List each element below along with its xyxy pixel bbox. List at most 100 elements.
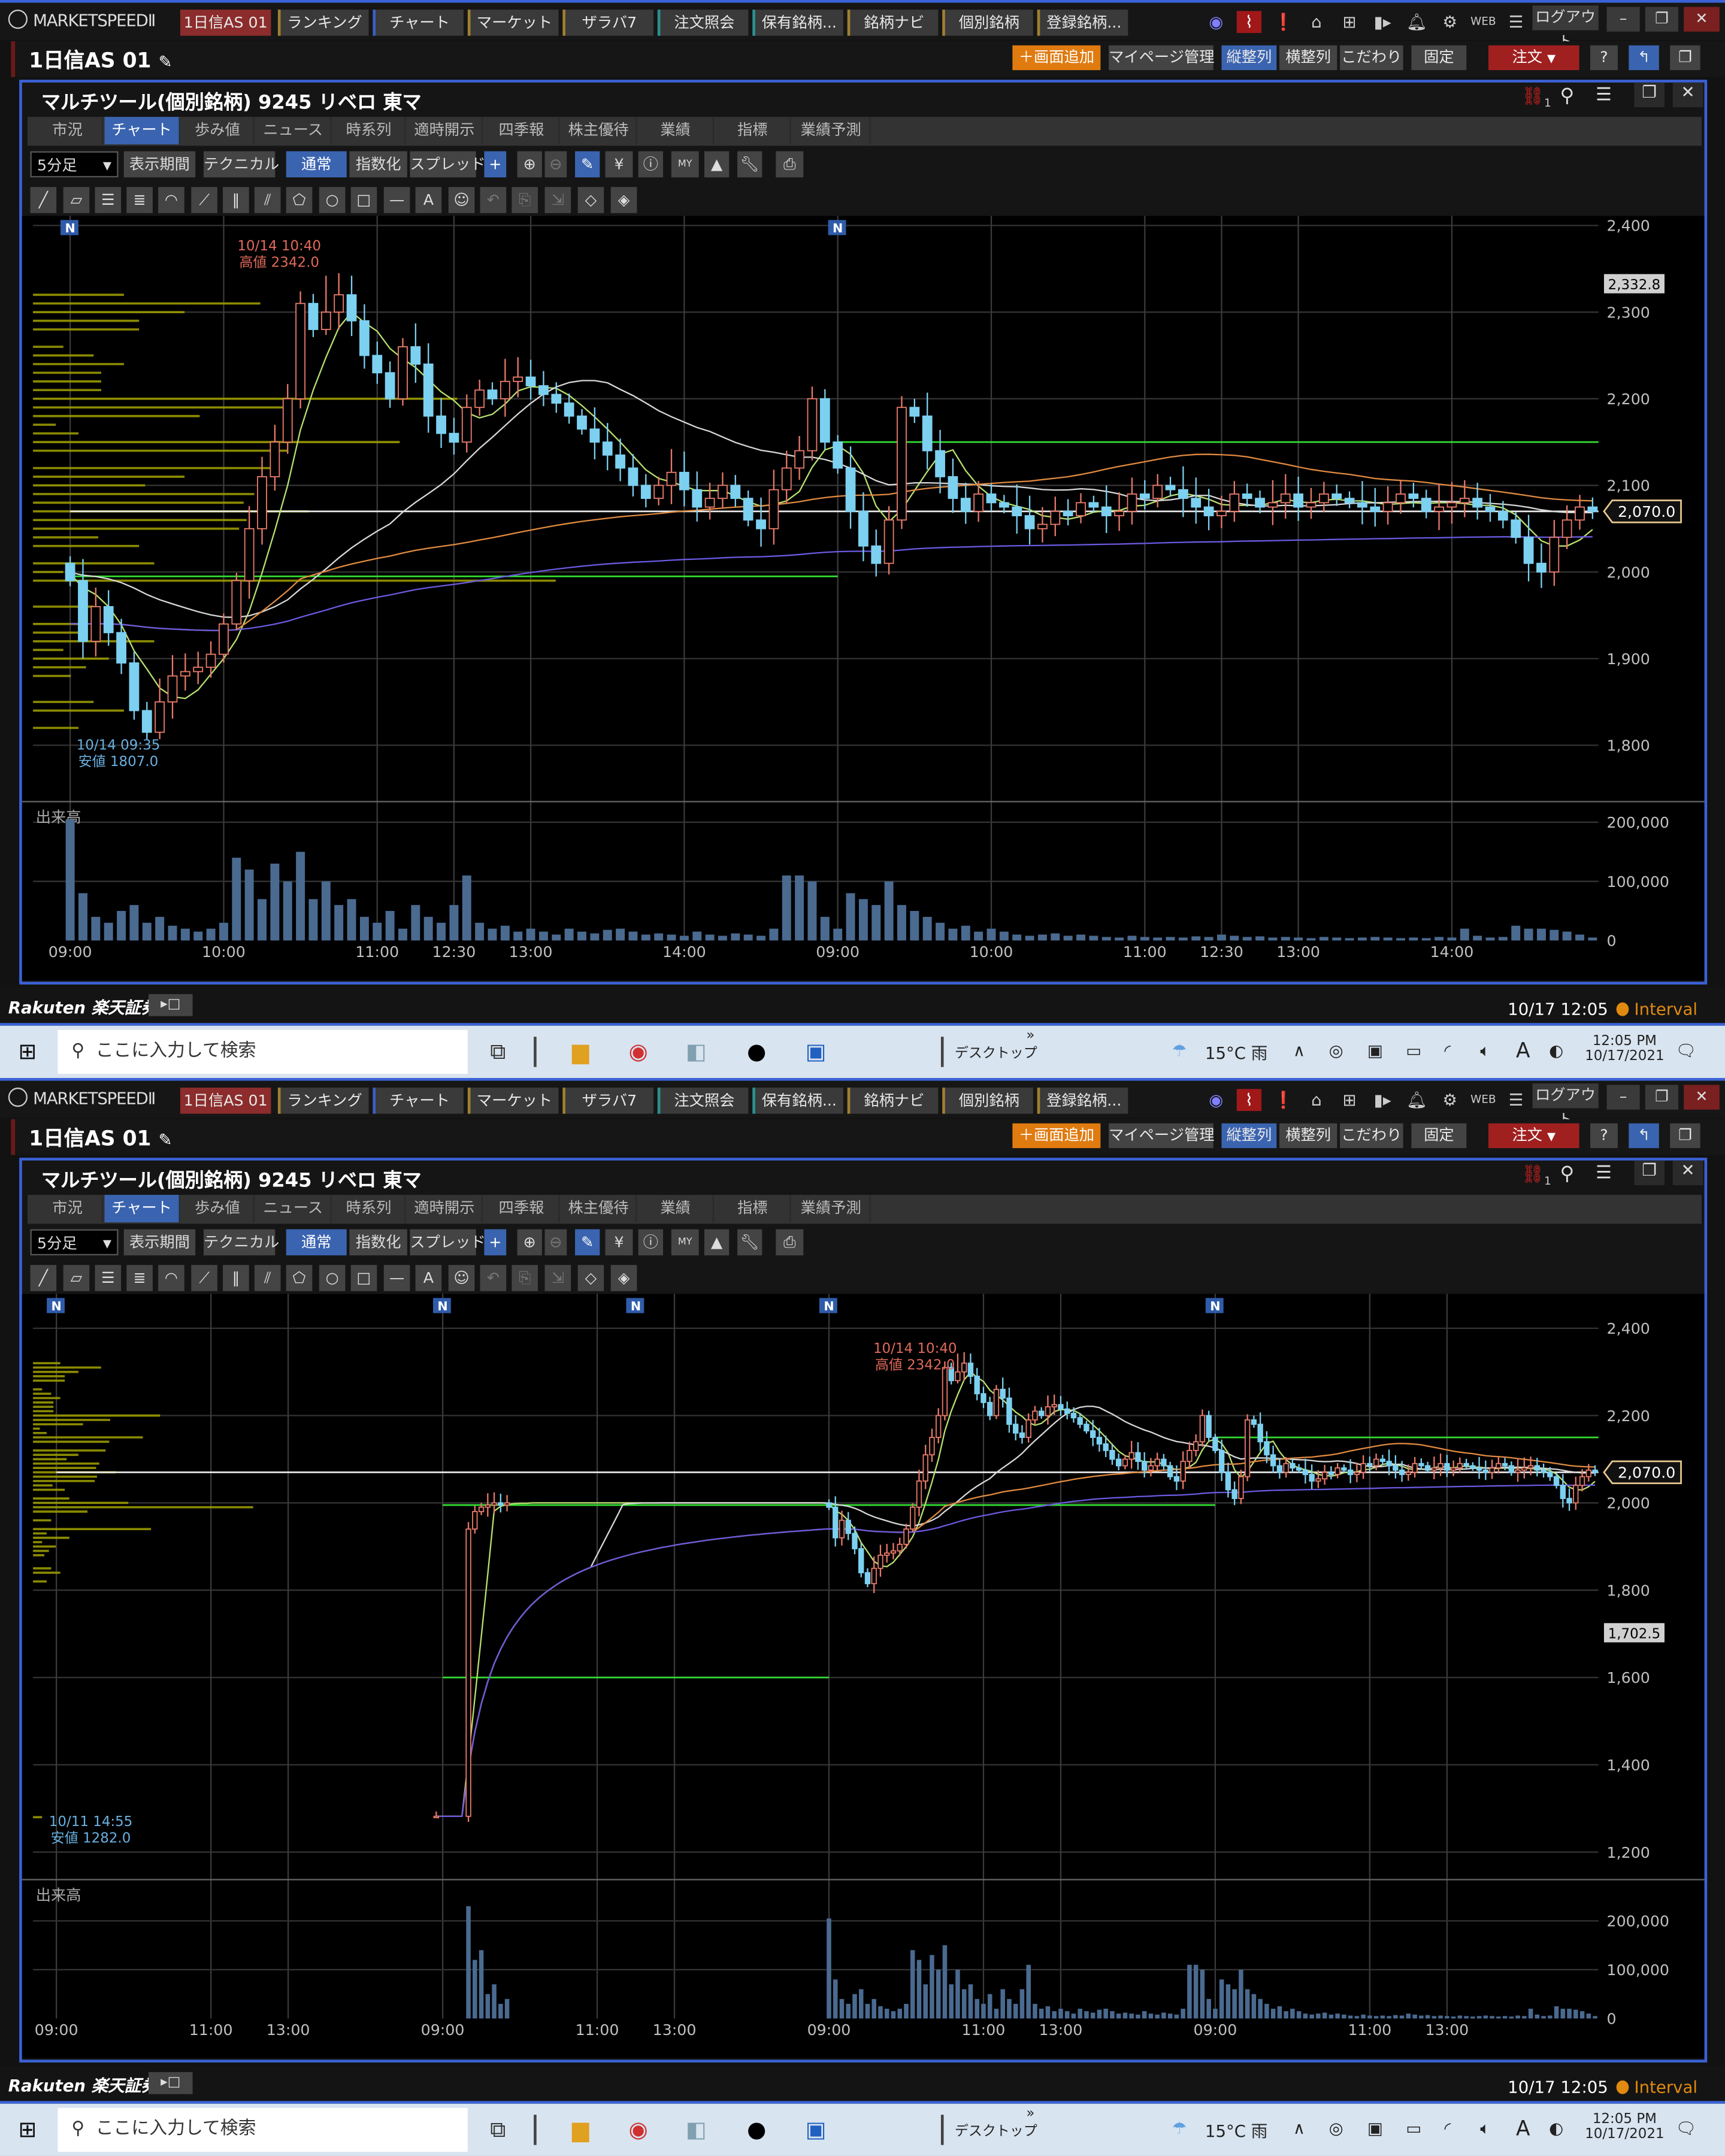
gear-icon[interactable]: ⚙ xyxy=(1442,1090,1458,1110)
my-indicator-icon[interactable]: MY xyxy=(671,151,699,178)
global-tab-chart[interactable]: チャート xyxy=(373,1088,464,1114)
horizontal-arrange-button[interactable]: 横整列 xyxy=(1279,45,1337,71)
global-tab-zaraba[interactable]: ザラバ7 xyxy=(562,1088,653,1114)
tab-indicators[interactable]: 指標 xyxy=(715,117,791,145)
tab-disclosure[interactable]: 適時開示 xyxy=(407,117,483,145)
home-icon[interactable]: ⌂ xyxy=(1311,12,1322,32)
windows-start-icon[interactable]: ⊞ xyxy=(18,1038,37,1065)
weather-text[interactable]: 15°C 雨 xyxy=(1205,2121,1268,2141)
restore-panel-button[interactable]: ❐ xyxy=(1634,1160,1665,1186)
windows-start-icon[interactable]: ⊞ xyxy=(18,2116,37,2143)
add-window-icon[interactable]: ⊞ xyxy=(1342,1090,1357,1110)
print-icon[interactable]: ⎙ xyxy=(776,151,804,178)
info-icon[interactable]: ⓘ xyxy=(638,151,664,178)
zoom-in-icon[interactable]: ⊕ xyxy=(517,1229,542,1256)
taskbar-clock[interactable]: 12:05 PM 10/17/2021 xyxy=(1585,2112,1665,2143)
kodawari-button[interactable]: こだわり xyxy=(1339,45,1403,71)
battery-icon[interactable]: ▭ xyxy=(1406,2118,1422,2139)
wifi-icon[interactable]: ◜ xyxy=(1444,2118,1451,2139)
global-tab-market[interactable]: マーケット xyxy=(467,10,559,36)
my-indicator-icon[interactable]: MY xyxy=(671,1229,699,1256)
paste-icon[interactable]: ⇲ xyxy=(544,187,571,213)
display-period-button[interactable]: 表示期間 xyxy=(123,151,196,178)
multi-lines-icon[interactable]: ≣ xyxy=(126,1265,153,1291)
tab-indicators[interactable]: 指標 xyxy=(715,1195,791,1223)
task-view-icon[interactable]: ⧉ xyxy=(490,2116,506,2143)
app-icon[interactable]: ◧ xyxy=(685,1038,707,1065)
crosshair-icon[interactable]: + xyxy=(484,1229,507,1256)
news-alert-icon[interactable]: ❗ xyxy=(1273,1090,1294,1110)
market-pulse-icon[interactable]: ◉ xyxy=(1209,1090,1224,1110)
file-explorer-icon[interactable]: ▆ xyxy=(572,1038,589,1065)
wrench-icon[interactable]: 🔧︎ xyxy=(737,151,762,178)
rectangle-icon[interactable]: □ xyxy=(350,1265,377,1291)
marketspeed-taskbar-icon[interactable]: ● xyxy=(747,1038,767,1065)
mypage-manage-button[interactable]: マイページ管理 xyxy=(1109,1123,1214,1149)
eraser-all-icon[interactable]: ◈ xyxy=(610,1265,637,1291)
market-pulse-icon[interactable]: ◉ xyxy=(1209,12,1224,32)
vertical-arrange-button[interactable]: 縦整列 xyxy=(1221,1123,1277,1149)
zoom-out-icon[interactable]: ⊖ xyxy=(544,151,567,178)
file-explorer-icon[interactable]: ▆ xyxy=(572,2116,589,2143)
wifi-icon[interactable]: ◜ xyxy=(1444,1040,1451,1061)
logout-button[interactable]: ログアウト xyxy=(1532,1083,1599,1129)
parallel-lines-icon[interactable]: ⫽ xyxy=(254,187,281,213)
popout-icon[interactable]: ↰ xyxy=(1629,1123,1659,1149)
add-screen-button[interactable]: ＋画面追加 xyxy=(1012,1123,1101,1149)
edit-pencil-icon[interactable]: ✎ xyxy=(158,52,172,72)
display-period-button[interactable]: 表示期間 xyxy=(123,1229,196,1256)
tab-performance[interactable]: 業績 xyxy=(638,1195,714,1223)
undo-icon[interactable]: ↶ xyxy=(480,187,507,213)
notification-icon[interactable]: 🗨︎ xyxy=(1675,2118,1697,2139)
print-icon[interactable]: ⎙ xyxy=(776,1229,804,1256)
screen-toggle-button[interactable]: ▸□ xyxy=(149,2072,193,2094)
channel-icon[interactable]: ▱ xyxy=(63,187,90,213)
menu-icon[interactable]: ☰ xyxy=(1508,12,1524,32)
tray-display-icon[interactable]: ▣ xyxy=(1367,1040,1383,1061)
show-hidden-icons[interactable]: ∧ xyxy=(1293,1040,1306,1061)
restore-button[interactable]: ❐ xyxy=(1645,7,1678,32)
kodawari-button[interactable]: こだわり xyxy=(1339,1123,1403,1149)
order-button[interactable]: 注文 ▼ xyxy=(1488,45,1579,71)
link-icon[interactable]: ⛓1 xyxy=(1521,1164,1551,1188)
night-mode-icon[interactable]: ◐ xyxy=(1549,1040,1564,1061)
multi-lines-icon[interactable]: ≣ xyxy=(126,187,153,213)
close-panel-button[interactable]: ✕ xyxy=(1672,82,1703,108)
vertical-arrange-button[interactable]: 縦整列 xyxy=(1221,45,1277,71)
help-button[interactable]: ? xyxy=(1590,1123,1618,1149)
tray-display-icon[interactable]: ▣ xyxy=(1367,2118,1383,2139)
wrench-icon[interactable]: 🔧︎ xyxy=(737,1229,762,1256)
undo-icon[interactable]: ↶ xyxy=(480,1265,507,1291)
close-button[interactable]: ✕ xyxy=(1684,7,1720,32)
screen-toggle-button[interactable]: ▸□ xyxy=(149,994,193,1016)
crosshair-icon[interactable]: + xyxy=(484,151,507,178)
bell-icon[interactable]: 🔔︎ xyxy=(1406,1090,1428,1110)
global-tab-individual-stock[interactable]: 個別銘柄 xyxy=(942,10,1033,36)
battery-icon[interactable]: ▭ xyxy=(1406,1040,1422,1061)
restore-panel-button[interactable]: ❐ xyxy=(1634,82,1665,108)
yen-icon[interactable]: ¥ xyxy=(605,1229,633,1256)
tab-news[interactable]: ニュース xyxy=(256,117,332,145)
taskbar-clock[interactable]: 12:05 PM 10/17/2021 xyxy=(1585,1034,1665,1065)
trendline-icon[interactable]: ╱ xyxy=(30,1265,57,1291)
global-tab-workspace[interactable]: 1日信AS 01 xyxy=(180,10,271,36)
eraser-icon[interactable]: ◇ xyxy=(577,1265,604,1291)
bell-icon[interactable]: 🔔︎ xyxy=(1406,12,1428,32)
tab-chart[interactable]: チャート xyxy=(104,117,180,145)
global-tab-stock-navi[interactable]: 銘柄ナビ xyxy=(847,10,939,36)
global-tab-ranking[interactable]: ランキング xyxy=(277,1088,369,1114)
tab-market[interactable]: 市況 xyxy=(33,117,104,145)
home-icon[interactable]: ⌂ xyxy=(1311,1090,1322,1110)
chevron-right-icon[interactable]: » xyxy=(1026,1028,1035,1044)
menu-icon[interactable]: ☰ xyxy=(1596,1163,1612,1184)
tab-timeseries[interactable]: 時系列 xyxy=(333,1195,406,1223)
tab-forecast[interactable]: 業績予測 xyxy=(792,1195,871,1223)
help-button[interactable]: ? xyxy=(1590,45,1618,71)
task-view-icon[interactable]: ⧉ xyxy=(490,1038,506,1065)
fibonacci-arc-icon[interactable]: ◠ xyxy=(158,187,184,213)
taskbar-search-input[interactable]: ⚲ ここに入力して検索 xyxy=(58,2107,468,2152)
fan-lines-icon[interactable]: ⟋ xyxy=(191,187,217,213)
tab-shareholder-benefits[interactable]: 株主優待 xyxy=(561,117,637,145)
window-copy-icon[interactable]: ❐ xyxy=(1670,45,1700,71)
menu-icon[interactable]: ☰ xyxy=(1508,1090,1524,1110)
